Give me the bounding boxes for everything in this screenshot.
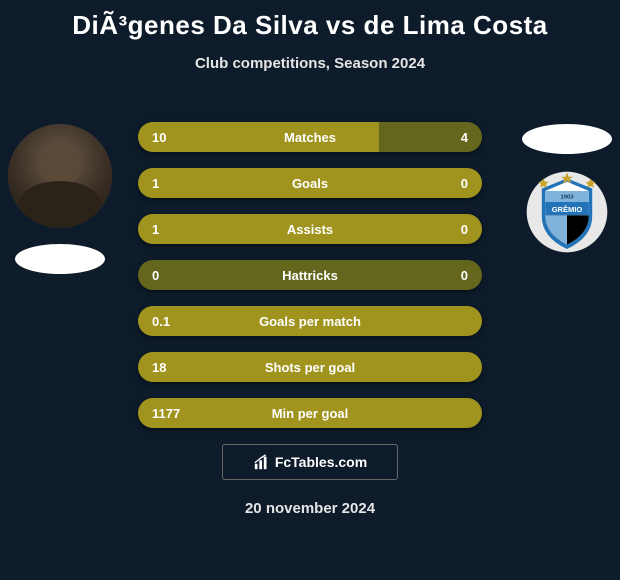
left-player-column [8,124,112,274]
badge-year-label: 1903 [560,195,574,201]
player-left-club-logo [15,244,105,274]
stat-right-value: 4 [461,130,468,145]
stat-row: 1Assists0 [138,214,482,244]
stat-left-value: 1 [152,176,159,191]
footer-logo-text: FcTables.com [275,454,367,470]
stat-label: Min per goal [138,406,482,421]
stat-left-value: 1177 [152,406,180,421]
fctables-logo[interactable]: FcTables.com [222,444,398,480]
badge-name-label: GRÊMIO [552,205,583,214]
stat-label: Assists [138,222,482,237]
right-player-column: 1903 GRÊMIO [522,124,612,254]
stat-left-value: 18 [152,360,166,375]
stat-right-value: 0 [461,268,468,283]
page-subtitle: Club competitions, Season 2024 [0,55,620,72]
gremio-badge-icon: 1903 GRÊMIO [525,170,609,254]
stat-left-value: 1 [152,222,159,237]
stat-row: 18Shots per goal [138,352,482,382]
stats-comparison-table: 10Matches41Goals01Assists00Hattricks00.1… [138,122,482,444]
page-title: DiÃ³genes Da Silva vs de Lima Costa [0,10,620,41]
stat-right-value: 0 [461,176,468,191]
stat-left-value: 0 [152,268,159,283]
stat-row: 1Goals0 [138,168,482,198]
footer-date: 20 november 2024 [245,500,375,517]
stat-row: 1177Min per goal [138,398,482,428]
stat-row: 0.1Goals per match [138,306,482,336]
stat-row: 10Matches4 [138,122,482,152]
stat-label: Hattricks [138,268,482,283]
stat-left-value: 10 [152,130,166,145]
stat-row: 0Hattricks0 [138,260,482,290]
stat-left-value: 0.1 [152,314,170,329]
chart-icon [253,453,271,471]
avatar-placeholder-icon [8,124,112,228]
stat-label: Shots per goal [138,360,482,375]
stat-label: Goals [138,176,482,191]
player-left-avatar [8,124,112,228]
stat-label: Goals per match [138,314,482,329]
player-right-club-oval [522,124,612,154]
stat-label: Matches [138,130,482,145]
stat-right-value: 0 [461,222,468,237]
